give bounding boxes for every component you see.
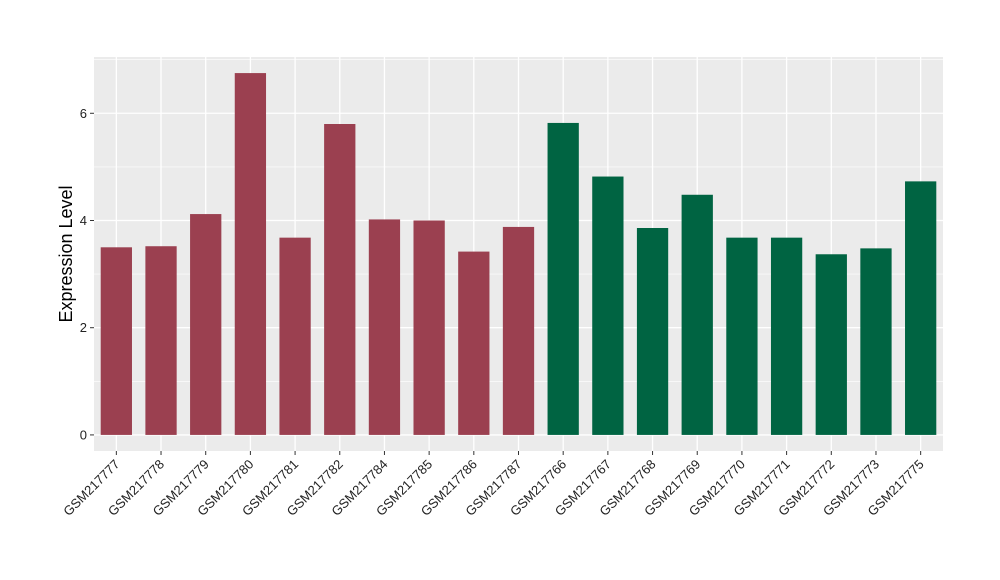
bar-GSM217787	[502, 226, 535, 435]
bars	[100, 73, 937, 435]
bar-GSM217782	[324, 124, 356, 435]
bar-GSM217785	[413, 220, 445, 435]
y-tick-label: 4	[80, 213, 87, 228]
bar-GSM217773	[860, 248, 892, 435]
bar-GSM217769	[681, 194, 713, 435]
bar-GSM217772	[815, 254, 847, 435]
x-axis: GSM217777GSM217778GSM217779GSM217780GSM2…	[60, 451, 927, 519]
y-axis-title: Expression Level	[56, 185, 76, 322]
y-tick-label: 2	[80, 320, 87, 335]
bar-GSM217784	[368, 219, 401, 435]
y-axis: 0 2 4 6	[80, 106, 94, 442]
bar-GSM217786	[458, 251, 490, 435]
bar-GSM217775	[905, 181, 937, 435]
y-tick-label: 6	[80, 106, 87, 121]
bar-GSM217770	[726, 237, 758, 435]
bar-GSM217771	[770, 237, 803, 435]
bar-GSM217778	[145, 246, 177, 435]
bar-GSM217779	[190, 214, 222, 435]
bar-GSM217781	[279, 237, 311, 435]
bar-GSM217768	[636, 228, 669, 435]
y-tick-label: 0	[80, 427, 87, 442]
bar-GSM217766	[547, 122, 579, 435]
bar-GSM217777	[100, 247, 132, 435]
bar-GSM217767	[592, 176, 624, 435]
bar-GSM217780	[234, 73, 267, 435]
